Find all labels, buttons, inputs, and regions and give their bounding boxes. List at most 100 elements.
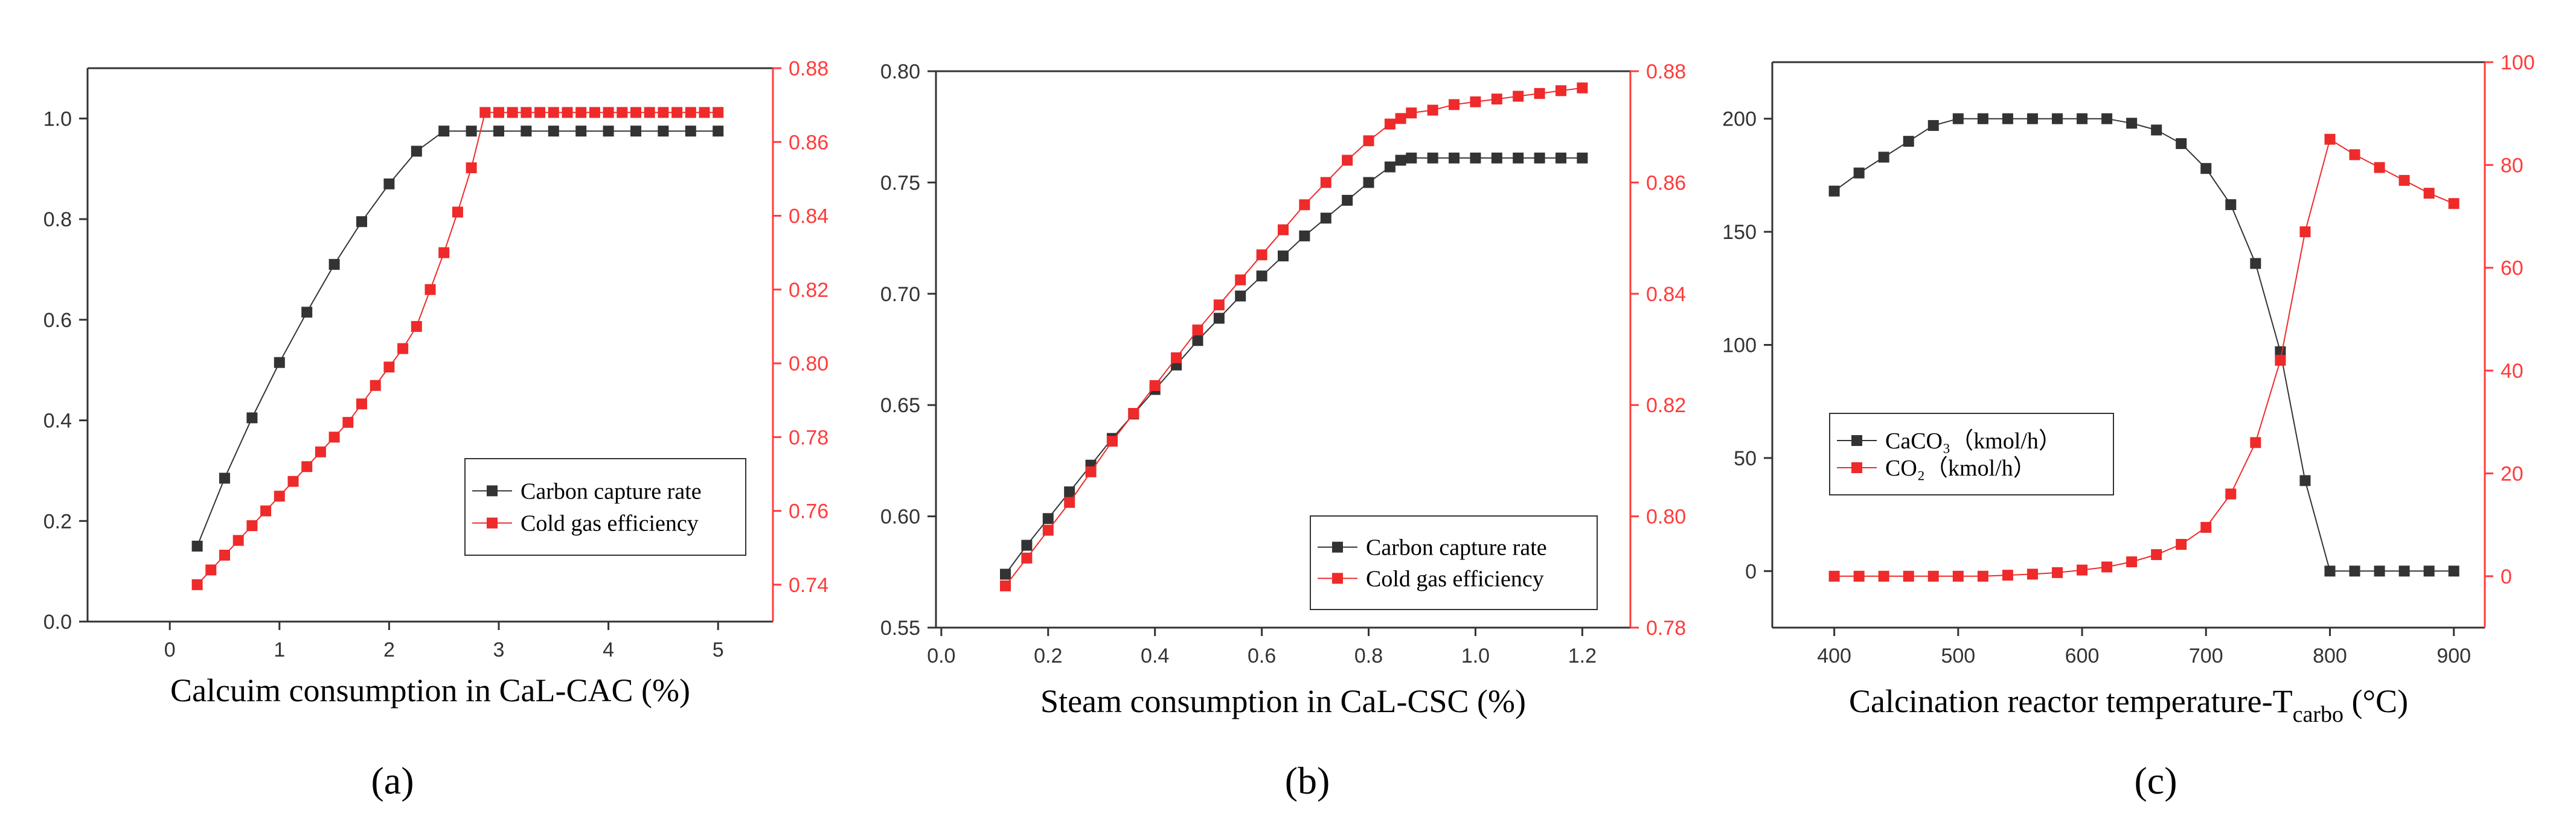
right-y-tick-label: 0.82 bbox=[1646, 394, 1686, 417]
legend-box bbox=[1310, 515, 1598, 610]
left-y-tick-label: 0 bbox=[1745, 560, 1757, 583]
data-point bbox=[2052, 567, 2063, 578]
left-y-tick-label: 150 bbox=[1722, 221, 1757, 244]
data-point bbox=[1878, 570, 1889, 582]
left-y-tick-label: 0.80 bbox=[880, 60, 920, 83]
data-point bbox=[2101, 561, 2113, 573]
data-point bbox=[2151, 124, 2162, 136]
data-point bbox=[232, 535, 244, 546]
data-point bbox=[1021, 552, 1033, 564]
data-point bbox=[2448, 198, 2459, 209]
data-point bbox=[1853, 570, 1865, 582]
data-point bbox=[356, 398, 367, 410]
data-point bbox=[658, 126, 669, 137]
data-point bbox=[2077, 564, 2088, 576]
data-point bbox=[1299, 230, 1310, 241]
data-point bbox=[1534, 88, 1545, 99]
right-y-tick-label: 60 bbox=[2501, 257, 2523, 280]
data-point bbox=[1556, 85, 1566, 97]
data-point bbox=[1363, 135, 1374, 147]
data-point bbox=[287, 476, 299, 487]
right-y-tick-label: 0.88 bbox=[789, 57, 828, 80]
data-point bbox=[2423, 565, 2435, 577]
data-point bbox=[438, 126, 450, 137]
left-y-tick-label: 0.2 bbox=[43, 510, 72, 533]
legend-marker bbox=[1332, 541, 1343, 553]
x-tick-label: 2 bbox=[383, 638, 395, 661]
data-point bbox=[1384, 118, 1395, 130]
data-point bbox=[685, 126, 696, 137]
data-point bbox=[2151, 549, 2162, 561]
data-point bbox=[1903, 570, 1914, 582]
data-point bbox=[1256, 270, 1267, 282]
series-line-0 bbox=[1005, 157, 1583, 575]
data-point bbox=[1977, 113, 1988, 124]
legend-marker bbox=[1332, 573, 1343, 584]
data-point bbox=[1577, 82, 1588, 94]
data-point bbox=[603, 107, 614, 118]
panel-label: (c) bbox=[2134, 759, 2177, 802]
data-point bbox=[713, 126, 724, 137]
data-point bbox=[1235, 290, 1246, 302]
series-line-0 bbox=[1834, 118, 2454, 572]
data-point bbox=[1342, 154, 1353, 166]
x-axis-label-unit: (°C) bbox=[2344, 683, 2408, 719]
data-point bbox=[1235, 274, 1246, 285]
left-y-tick-label: 0.70 bbox=[880, 283, 920, 306]
data-point bbox=[342, 416, 354, 428]
legend: Carbon capture rate Cold gas efficiency bbox=[464, 458, 746, 556]
data-point bbox=[1342, 194, 1353, 206]
data-point bbox=[1064, 497, 1075, 508]
left-y-tick-label: 0.4 bbox=[43, 410, 72, 433]
data-point bbox=[1128, 408, 1139, 419]
data-point bbox=[630, 107, 641, 118]
x-tick-label: 0 bbox=[164, 638, 176, 661]
data-point bbox=[2002, 570, 2013, 581]
x-tick-label: 500 bbox=[1941, 645, 1975, 667]
data-point bbox=[2250, 258, 2261, 269]
data-point bbox=[2374, 162, 2385, 173]
data-point bbox=[1213, 313, 1225, 324]
right-y-tick-label: 0 bbox=[2501, 565, 2512, 588]
data-point bbox=[1395, 154, 1406, 166]
data-point bbox=[466, 126, 477, 137]
right-y-tick-label: 0.86 bbox=[789, 131, 828, 154]
data-point bbox=[2398, 174, 2410, 186]
data-point bbox=[2398, 565, 2410, 577]
legend-label: Carbon capture rate bbox=[521, 479, 702, 504]
data-point bbox=[191, 579, 203, 590]
data-point bbox=[630, 126, 641, 137]
data-point bbox=[1320, 212, 1331, 224]
data-point bbox=[2448, 565, 2459, 577]
data-point bbox=[2299, 475, 2311, 486]
data-point bbox=[1828, 570, 1840, 582]
right-y-tick-label: 80 bbox=[2501, 154, 2523, 177]
data-point bbox=[548, 107, 559, 118]
x-tick-label: 0.2 bbox=[1034, 645, 1062, 667]
data-point bbox=[521, 126, 532, 137]
data-point bbox=[1278, 250, 1289, 262]
data-point bbox=[1192, 324, 1203, 336]
left-y-tick-label: 0.60 bbox=[880, 506, 920, 529]
data-point bbox=[1213, 299, 1225, 311]
data-point bbox=[2027, 568, 2038, 580]
right-y-tick-label: 0.84 bbox=[789, 205, 828, 228]
legend-label: Cold gas efficiency bbox=[1366, 566, 1544, 591]
data-point bbox=[2027, 113, 2038, 124]
x-axis-label: Calcination reactor temperature-Tcarbo (… bbox=[1849, 683, 2408, 727]
data-point bbox=[548, 126, 559, 137]
data-point bbox=[1106, 436, 1118, 447]
data-point bbox=[315, 446, 326, 457]
x-tick-label: 3 bbox=[493, 638, 505, 661]
data-point bbox=[328, 259, 340, 270]
data-point bbox=[1513, 91, 1524, 102]
data-point bbox=[2324, 565, 2336, 577]
data-point bbox=[1470, 152, 1481, 164]
legend: CaCO₃（kmol/h）CO₂（kmol/h） bbox=[1829, 413, 2114, 495]
data-point bbox=[1171, 352, 1182, 363]
data-point bbox=[1085, 466, 1097, 477]
data-point bbox=[1927, 570, 1939, 582]
data-point bbox=[493, 107, 504, 118]
data-point bbox=[1853, 167, 1865, 179]
data-point bbox=[1577, 152, 1588, 164]
